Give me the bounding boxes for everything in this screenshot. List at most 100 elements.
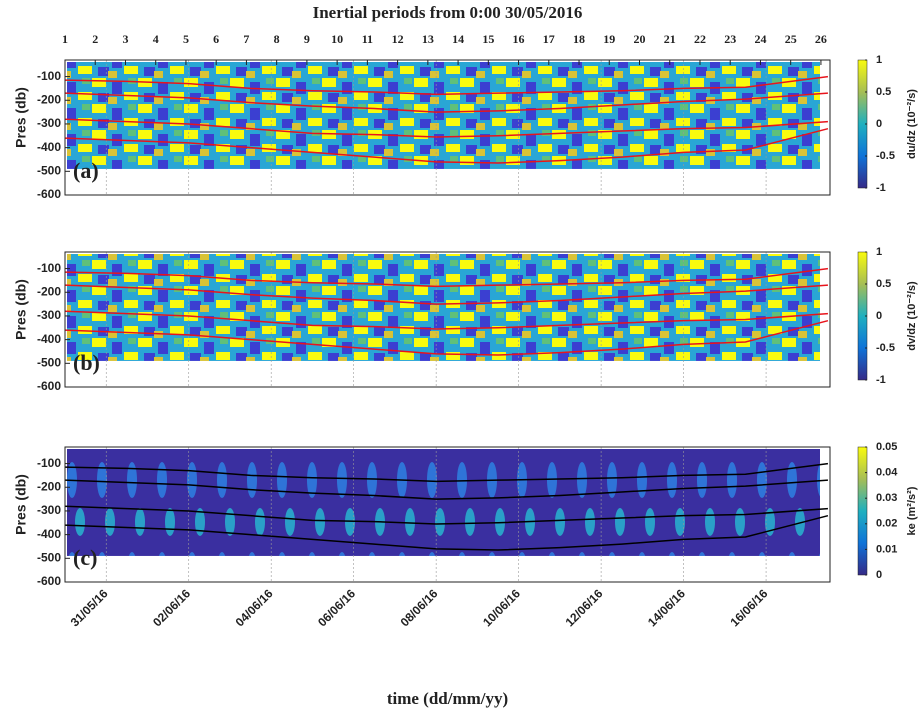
isopycnal-line [64,479,828,500]
colorbar-label: ke (m²/s²) [906,486,918,535]
x2-tick-label: 23 [724,32,736,46]
y-tick-label: -600 [37,187,61,201]
y-tick-label: -100 [37,456,61,470]
x2-tick-label: 24 [754,32,766,46]
y-axis-label: Pres (db) [13,279,29,340]
colorbar-tick-label: 1 [876,54,882,66]
isopycnal-line [64,92,828,113]
isopycnal-line [64,505,828,525]
x2-tick-label: 10 [331,32,343,46]
x2-tick-label: 17 [543,32,555,46]
y-tick-label: -500 [37,550,61,564]
y-tick-label: -600 [37,379,61,393]
colorbar-label: dv/dz (10⁻²/s) [906,281,918,351]
colorbar-tick-label: 0 [876,118,882,130]
colorbar-tick-label: 0.01 [876,543,897,555]
y-tick-label: -200 [37,284,61,298]
x-tick-label: 02/06/16 [150,586,193,629]
x2-tick-label: 26 [815,32,827,46]
axes-frame [64,446,831,583]
x-tick-label: 08/06/16 [398,586,441,629]
panel-label: (b) [73,350,100,375]
y-tick-label: -600 [37,574,61,588]
isopycnal-line [64,319,829,356]
y-tick-label: -500 [37,355,61,369]
y-tick-label: -400 [37,527,61,541]
x2-tick-label: 5 [183,32,189,46]
isopycnal-line [64,284,828,305]
colorbar-tick-label: 0 [876,569,882,581]
x2-tick-label: 20 [634,32,646,46]
x-tick-label: 31/05/16 [68,586,111,629]
x2-tick-label: 7 [243,32,249,46]
x-tick-label: 10/06/16 [480,586,523,629]
x-tick-label: 06/06/16 [315,586,358,629]
field [67,449,820,556]
isopycnal-line [64,462,829,483]
x2-tick-label: 21 [664,32,676,46]
x-tick-label: 12/06/16 [563,586,606,629]
colorbar-tick-label: 0.04 [876,467,898,479]
colorbar-tick-label: 0.03 [876,492,897,504]
x2-tick-label: 25 [785,32,797,46]
colorbar-label: du/dz (10⁻²/s) [906,89,918,159]
colorbar-tick-label: 0 [876,310,882,322]
x-axis-label: time (dd/mm/yy) [387,689,508,708]
x2-tick-label: 12 [392,32,404,46]
colorbar-tick-label: 0.5 [876,278,891,290]
colorbar [857,446,868,576]
colorbar-tick-label: 0.02 [876,518,897,530]
y-axis-label: Pres (db) [13,87,29,148]
colorbar-tick-label: 1 [876,246,882,258]
x2-tick-label: 14 [452,32,464,46]
x2-tick-label: 13 [422,32,434,46]
y-tick-label: -300 [37,308,61,322]
x2-tick-label: 8 [274,32,280,46]
x2-tick-label: 2 [92,32,98,46]
x2-tick-label: 19 [603,32,615,46]
isopycnal-line [64,267,829,288]
colorbar-tick-label: -1 [876,182,886,194]
y-tick-label: -300 [37,116,61,130]
panel-label: (c) [73,545,97,570]
isopycnal-line [64,310,828,330]
axes-frame [64,251,831,388]
x2-tick-label: 22 [694,32,706,46]
x2-tick-label: 9 [304,32,310,46]
isopycnal-line [64,75,829,96]
isopycnal-line [64,514,829,551]
x-tick-label: 04/06/16 [233,586,276,629]
field [67,62,820,169]
colorbar-tick-label: 0.05 [876,441,897,453]
field [67,254,820,361]
colorbar-tick-label: -1 [876,374,886,386]
isopycnal-line [64,118,828,138]
x2-tick-label: 15 [482,32,494,46]
chart-title: Inertial periods from 0:00 30/05/2016 [313,3,583,22]
y-axis-label: Pres (db) [13,474,29,535]
x2-tick-label: 18 [573,32,585,46]
isopycnal-line [64,127,829,164]
x2-tick-label: 1 [62,32,68,46]
x-tick-label: 16/06/16 [728,586,771,629]
x2-tick-label: 11 [362,32,373,46]
x2-tick-label: 16 [513,32,525,46]
y-tick-label: -100 [37,69,61,83]
colorbar-tick-label: -0.5 [876,342,895,354]
y-tick-label: -200 [37,92,61,106]
y-tick-label: -300 [37,503,61,517]
colorbar-tick-label: 0.5 [876,86,891,98]
y-tick-label: -500 [37,163,61,177]
y-tick-label: -400 [37,140,61,154]
panel-label: (a) [73,158,99,183]
y-tick-label: -100 [37,261,61,275]
y-tick-label: -200 [37,479,61,493]
x2-tick-label: 3 [122,32,128,46]
x2-tick-label: 6 [213,32,219,46]
x-tick-label: 14/06/16 [645,586,688,629]
y-tick-label: -400 [37,332,61,346]
colorbar-tick-label: -0.5 [876,150,895,162]
axes-frame [64,59,831,196]
x2-tick-label: 4 [153,32,159,46]
